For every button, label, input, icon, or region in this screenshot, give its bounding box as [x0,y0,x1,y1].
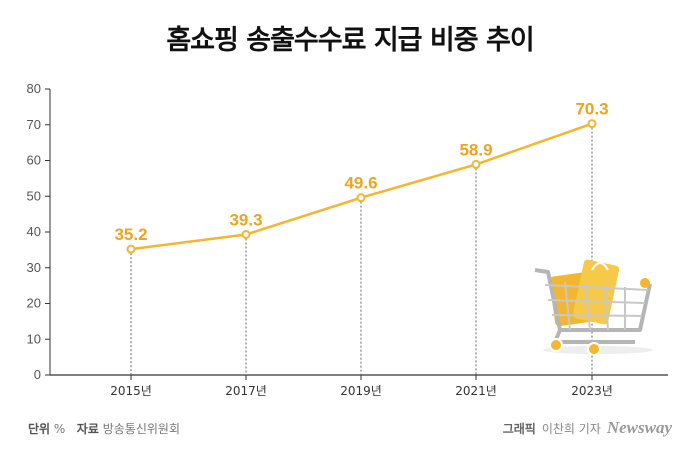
credit: 그래픽 이찬희 기자 Newsway [503,418,672,438]
unit-label: 단위 [28,422,51,436]
y-tick-label: 20 [27,296,41,311]
data-point [356,193,366,203]
credit-name: 이찬희 기자 [541,422,601,436]
data-label: 49.6 [344,174,377,193]
data-label: 58.9 [459,140,492,159]
data-point [587,119,597,129]
x-tick-label: 2019년 [340,384,382,398]
data-point [471,159,481,169]
source-label: 자료 [76,422,99,436]
data-label: 35.2 [114,225,147,244]
source-value: 방송통신위원회 [102,422,180,436]
y-tick-label: 70 [27,117,41,132]
y-tick-label: 40 [27,224,41,239]
chart-title: 홈쇼핑 송출수수료 지급 비중 추이 [166,25,534,56]
x-tick-label: 2017년 [225,384,267,398]
x-tick-label: 2021년 [455,384,497,398]
data-label: 39.3 [229,211,262,230]
y-tick-label: 10 [27,331,41,346]
data-point [126,244,136,254]
x-tick-label: 2023년 [571,384,613,398]
y-tick-label: 30 [27,260,41,275]
brand-logo: Newsway [606,418,672,437]
shopping-cart-icon [534,259,653,356]
y-tick-label: 60 [27,153,41,168]
data-label: 70.3 [575,100,608,119]
y-tick-label: 80 [27,81,41,96]
data-point [241,230,251,240]
x-tick-label: 2015년 [110,384,152,398]
y-tick-label: 50 [27,188,41,203]
source-note: 단위 % 자료 방송통신위원회 [28,420,180,437]
credit-label: 그래픽 [502,422,536,436]
unit-value: % [53,422,66,436]
y-tick-label: 0 [34,367,41,382]
